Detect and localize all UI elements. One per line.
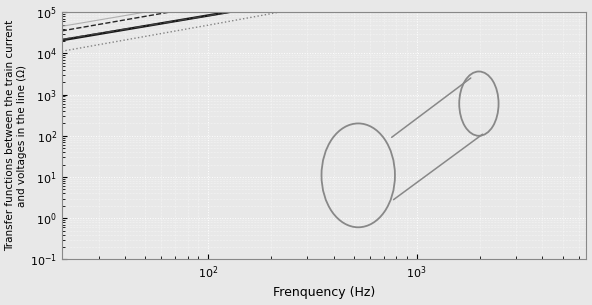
Y-axis label: Transfer functions between the train current
and voltages in the line (Ω): Transfer functions between the train cur… — [5, 20, 27, 251]
X-axis label: Frenquency (Hz): Frenquency (Hz) — [273, 286, 375, 300]
